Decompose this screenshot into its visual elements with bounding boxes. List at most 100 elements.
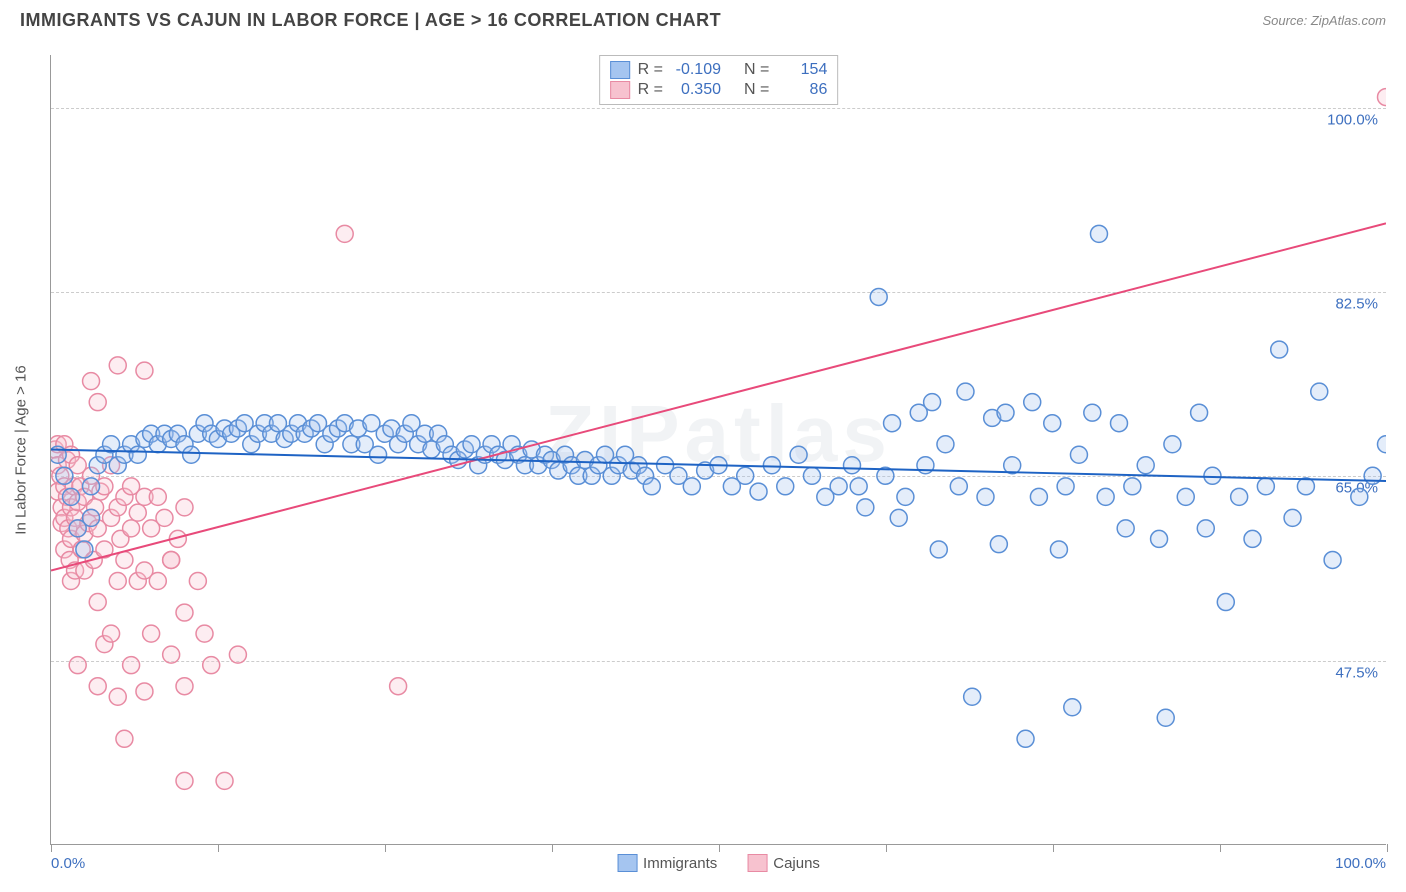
scatter-point <box>89 678 106 695</box>
scatter-point <box>56 467 73 484</box>
scatter-point <box>1070 446 1087 463</box>
scatter-point <box>990 536 1007 553</box>
scatter-point <box>336 225 353 242</box>
n-value: 154 <box>777 61 827 79</box>
scatter-plot <box>51 55 1386 844</box>
r-value: -0.109 <box>671 61 721 79</box>
scatter-point <box>924 394 941 411</box>
scatter-point <box>1124 478 1141 495</box>
scatter-point <box>89 394 106 411</box>
scatter-point <box>884 415 901 432</box>
x-tick <box>1220 844 1221 852</box>
scatter-point <box>1257 478 1274 495</box>
scatter-point <box>183 446 200 463</box>
scatter-point <box>69 657 86 674</box>
scatter-point <box>803 467 820 484</box>
scatter-point <box>176 499 193 516</box>
scatter-point <box>1111 415 1128 432</box>
scatter-point <box>997 404 1014 421</box>
scatter-point <box>76 541 93 558</box>
scatter-point <box>163 646 180 663</box>
scatter-point <box>977 488 994 505</box>
scatter-point <box>163 551 180 568</box>
scatter-point <box>737 467 754 484</box>
scatter-point <box>109 357 126 374</box>
stats-legend-row: R =0.350N =86 <box>610 80 828 100</box>
scatter-point <box>1137 457 1154 474</box>
scatter-point <box>136 362 153 379</box>
legend-item: Immigrants <box>617 854 717 872</box>
legend-swatch <box>610 61 630 79</box>
scatter-point <box>109 688 126 705</box>
scatter-point <box>950 478 967 495</box>
legend-swatch <box>747 854 767 872</box>
scatter-point <box>1090 225 1107 242</box>
scatter-point <box>1057 478 1074 495</box>
scatter-point <box>763 457 780 474</box>
scatter-point <box>109 573 126 590</box>
n-label: N = <box>744 81 769 99</box>
scatter-point <box>850 478 867 495</box>
scatter-point <box>176 772 193 789</box>
scatter-point <box>1117 520 1134 537</box>
series-legend: Immigrants Cajuns <box>617 854 820 872</box>
scatter-point <box>890 509 907 526</box>
legend-swatch <box>617 854 637 872</box>
scatter-point <box>1378 89 1386 106</box>
scatter-point <box>777 478 794 495</box>
scatter-point <box>750 483 767 500</box>
scatter-point <box>1157 709 1174 726</box>
scatter-point <box>229 646 246 663</box>
scatter-point <box>964 688 981 705</box>
n-value: 86 <box>777 81 827 99</box>
stats-legend: R =-0.109N =154R =0.350N =86 <box>599 55 839 105</box>
scatter-point <box>1084 404 1101 421</box>
scatter-point <box>1311 383 1328 400</box>
scatter-point <box>103 625 120 642</box>
scatter-point <box>1197 520 1214 537</box>
scatter-point <box>216 772 233 789</box>
scatter-point <box>1044 415 1061 432</box>
trend-line <box>51 223 1386 570</box>
x-tick <box>385 844 386 852</box>
scatter-point <box>116 730 133 747</box>
scatter-point <box>1191 404 1208 421</box>
scatter-point <box>390 678 407 695</box>
scatter-point <box>1378 436 1386 453</box>
scatter-point <box>683 478 700 495</box>
scatter-point <box>176 678 193 695</box>
scatter-point <box>857 499 874 516</box>
chart-title: IMMIGRANTS VS CAJUN IN LABOR FORCE | AGE… <box>20 10 721 31</box>
scatter-point <box>1324 551 1341 568</box>
x-tick <box>218 844 219 852</box>
x-axis-max-label: 100.0% <box>1335 855 1386 872</box>
header: IMMIGRANTS VS CAJUN IN LABOR FORCE | AGE… <box>0 0 1406 36</box>
scatter-point <box>63 488 80 505</box>
scatter-point <box>143 625 160 642</box>
x-tick <box>719 844 720 852</box>
scatter-point <box>1017 730 1034 747</box>
x-axis-min-label: 0.0% <box>51 855 85 872</box>
scatter-point <box>1030 488 1047 505</box>
scatter-point <box>176 604 193 621</box>
scatter-point <box>1297 478 1314 495</box>
r-label: R = <box>638 81 663 99</box>
scatter-point <box>790 446 807 463</box>
scatter-point <box>643 478 660 495</box>
legend-item: Cajuns <box>747 854 820 872</box>
scatter-point <box>1204 467 1221 484</box>
scatter-point <box>196 625 213 642</box>
scatter-point <box>1177 488 1194 505</box>
scatter-point <box>136 683 153 700</box>
scatter-point <box>930 541 947 558</box>
scatter-point <box>1271 341 1288 358</box>
y-axis-title: In Labor Force | Age > 16 <box>13 365 30 534</box>
trend-line <box>51 450 1386 482</box>
scatter-point <box>83 478 100 495</box>
scatter-point <box>1351 488 1368 505</box>
legend-label: Cajuns <box>773 855 820 872</box>
scatter-point <box>830 478 847 495</box>
scatter-point <box>1217 594 1234 611</box>
scatter-point <box>1050 541 1067 558</box>
chart-area: ZIPatlas In Labor Force | Age > 16 47.5%… <box>50 55 1386 845</box>
